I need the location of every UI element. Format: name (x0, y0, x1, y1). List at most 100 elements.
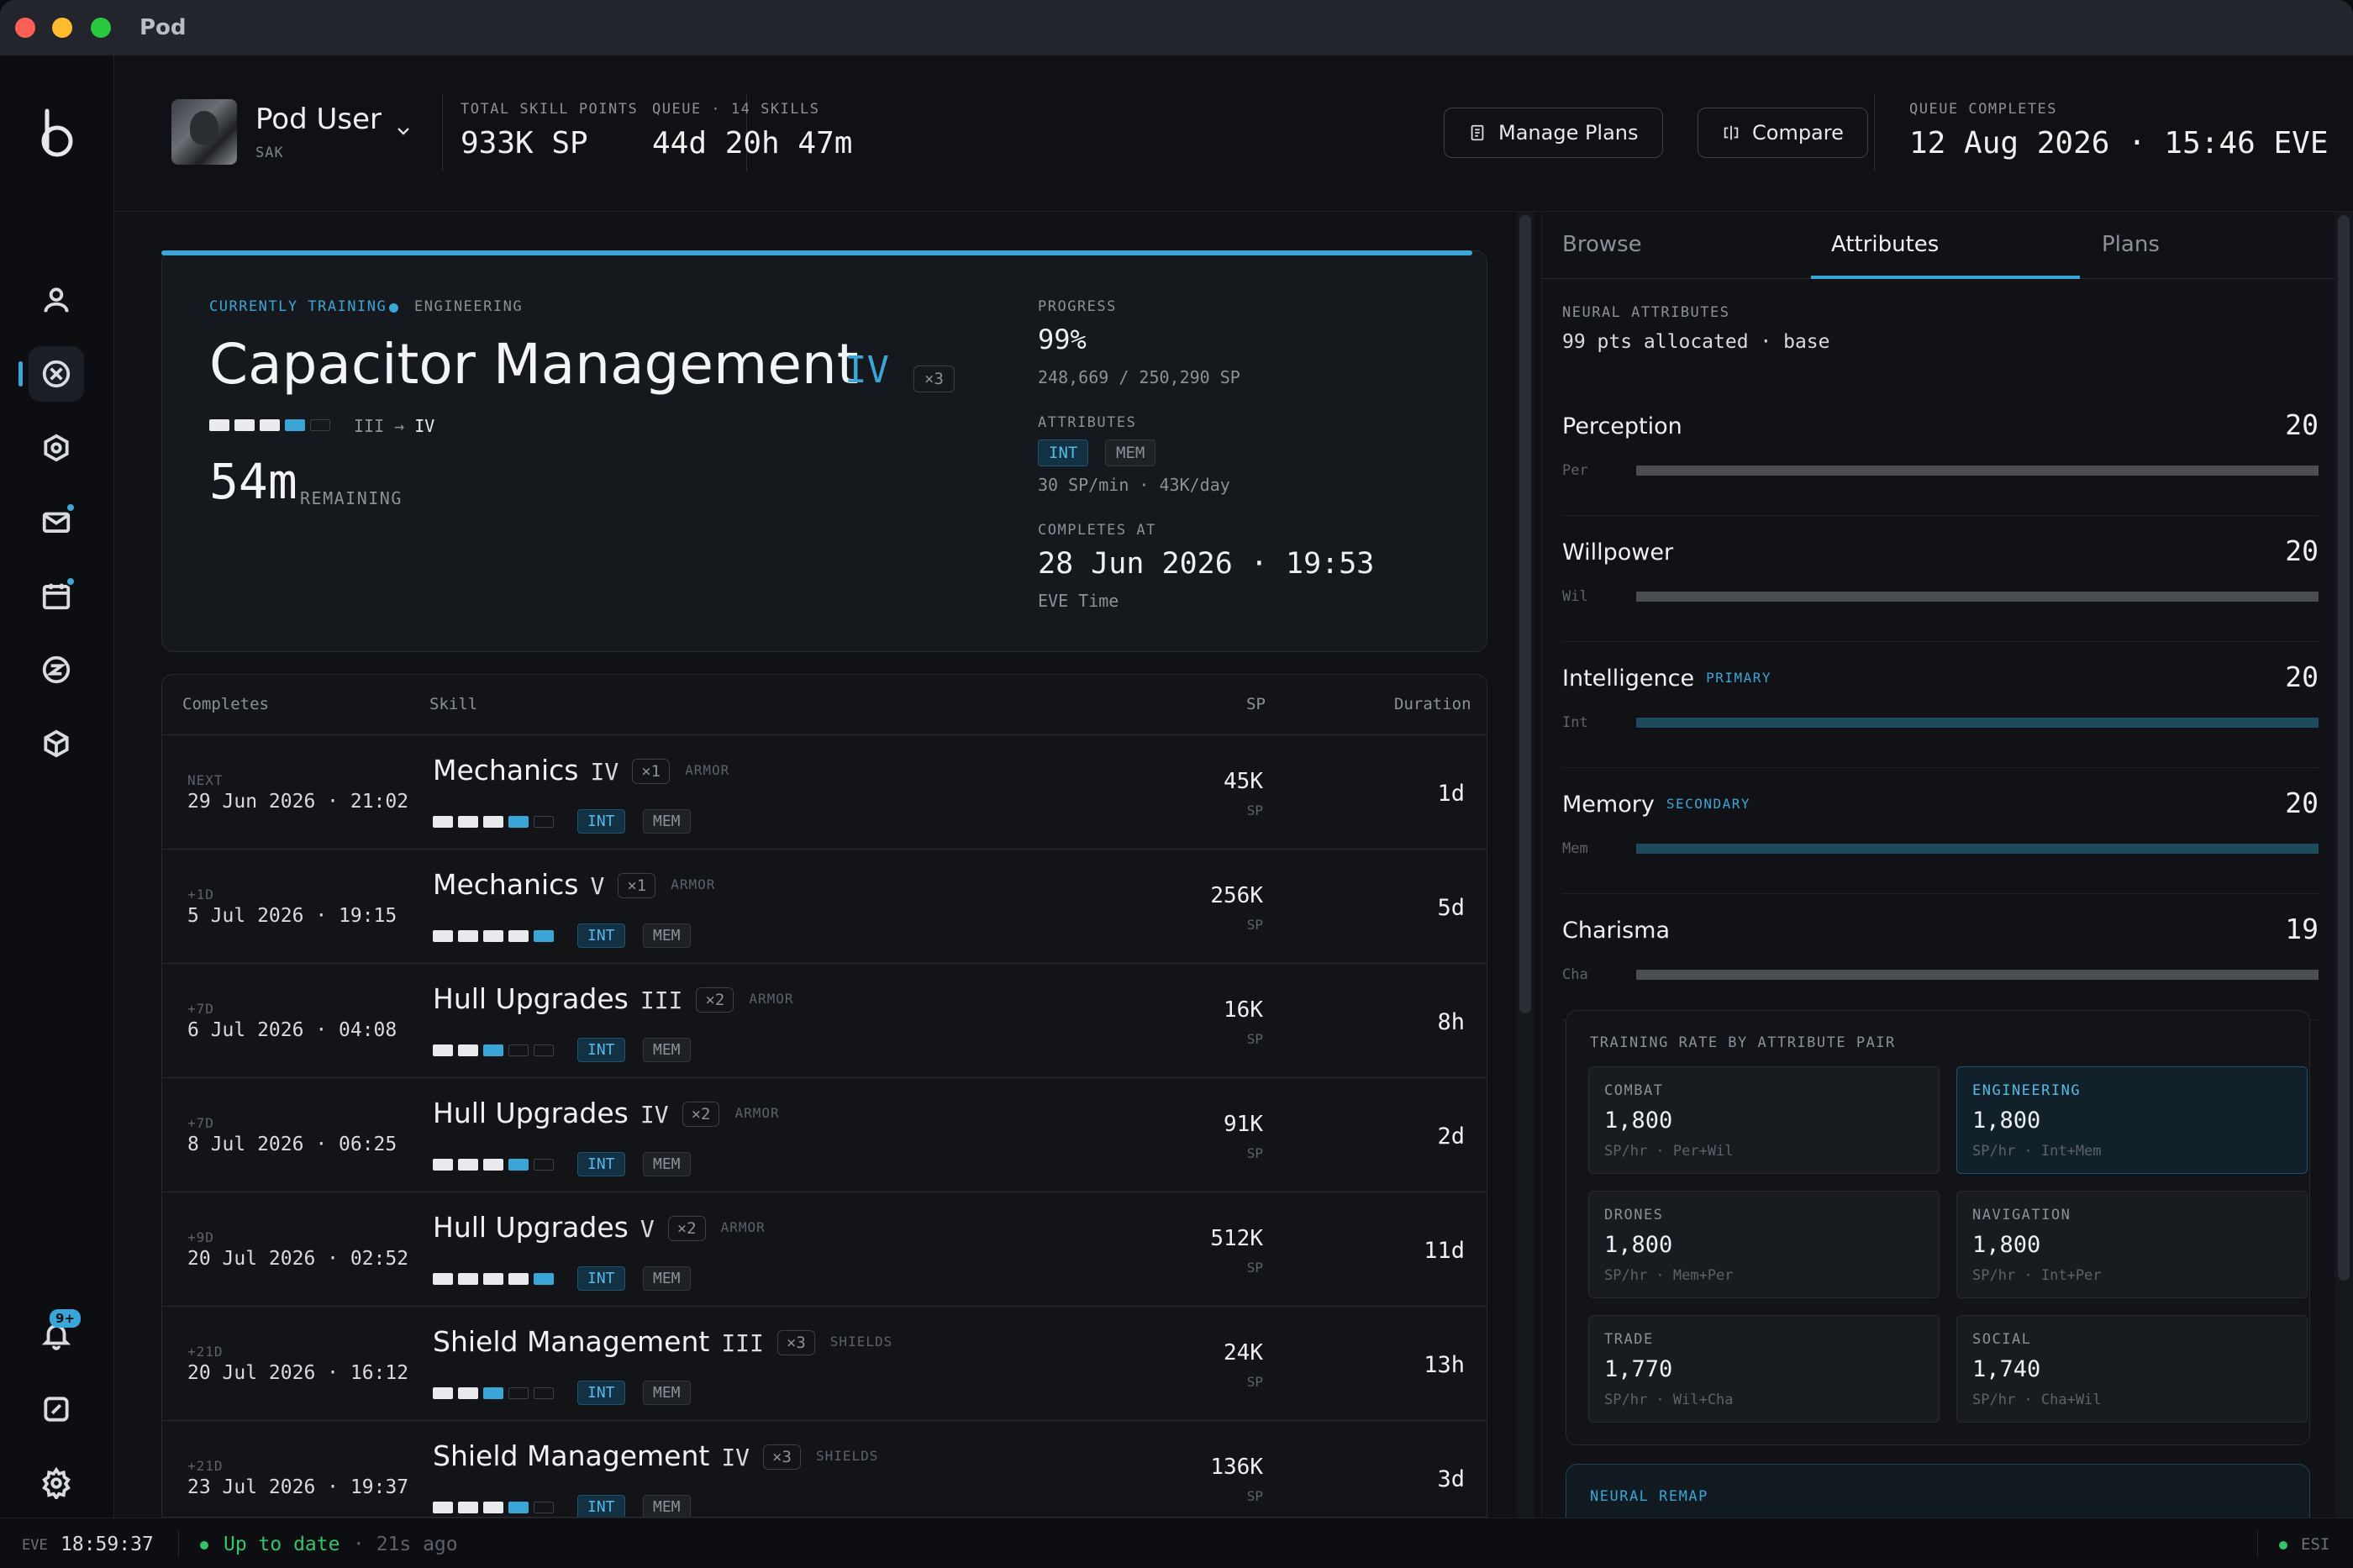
header-skill[interactable]: Skill (429, 695, 478, 713)
queue-row-sp: 512K (1210, 1226, 1263, 1251)
queue-row-date: 6 Jul 2026 · 04:08 (187, 1019, 397, 1041)
nav-character[interactable] (29, 272, 84, 328)
calendar-icon (42, 583, 71, 610)
side-panel: Browse Attributes Plans NEURAL ATTRIBUTE… (1541, 212, 2335, 1565)
notification-badge: 9+ (49, 1309, 81, 1328)
level-pip (483, 816, 503, 828)
main-scrollbar-thumb[interactable] (1519, 215, 1531, 1013)
skill-multiplier: ×1 (618, 873, 656, 898)
training-rate-card: TRAINING RATE BY ATTRIBUTE PAIR COMBAT 1… (1566, 1010, 2310, 1445)
level-pip (534, 1502, 554, 1513)
level-pip (534, 1044, 554, 1056)
rate-cell: NAVIGATION 1,800 SP/hr · Int+Per (1956, 1191, 2308, 1298)
queue-row-relative: +9D (187, 1229, 214, 1245)
level-pip (483, 1387, 503, 1399)
sync-ago: · 21s ago (353, 1534, 458, 1555)
secondary-attribute-tag: MEM (643, 1038, 691, 1062)
nav-wallet[interactable] (29, 642, 84, 697)
queue-row-date: 20 Jul 2026 · 02:52 (187, 1248, 409, 1270)
completes-at-label: COMPLETES AT (1038, 522, 1156, 539)
queue-row[interactable]: +1D 5 Jul 2026 · 19:15 Mechanics V ×1 ARMOR… (162, 850, 1487, 964)
user-name[interactable]: Pod User (255, 103, 382, 136)
header: Pod User SAK TOTAL SKILL POINTS 933K SP … (114, 55, 2353, 212)
panel-scrollbar-thumb[interactable] (2338, 215, 2350, 1281)
queue-row-date: 20 Jul 2026 · 16:12 (187, 1362, 409, 1384)
nav-notifications[interactable]: 9+ (29, 1308, 84, 1363)
level-pip (483, 1044, 503, 1056)
rate-value: 1,800 (1604, 1232, 1673, 1258)
skill-level: IV (590, 758, 619, 786)
tab-attributes[interactable]: Attributes (1831, 232, 1940, 257)
level-pip (534, 816, 554, 828)
queue-row-sp-unit: SP (1246, 917, 1263, 933)
tab-browse[interactable]: Browse (1562, 232, 1642, 257)
level-from: III (354, 416, 385, 436)
queue-row[interactable]: +9D 20 Jul 2026 · 02:52 Hull Upgrades V ×2… (162, 1192, 1487, 1307)
level-pip (508, 816, 529, 828)
queue-row[interactable]: +7D 6 Jul 2026 · 04:08 Hull Upgrades III ×… (162, 964, 1487, 1078)
queue-row-sp-unit: SP (1246, 1145, 1263, 1161)
nav-assets[interactable] (29, 716, 84, 771)
queue-row-duration: 8h (1437, 1009, 1465, 1035)
active-tab-underline (1811, 276, 2080, 279)
rate-value: 1,800 (1604, 1108, 1673, 1134)
skill-group: ARMOR (685, 762, 730, 778)
queue-row[interactable]: +21D 20 Jul 2026 · 16:12 Shield Manageme… (162, 1307, 1487, 1421)
nav-fitting[interactable] (29, 420, 84, 476)
header-completes[interactable]: Completes (182, 695, 269, 713)
sync-status: Up to date (224, 1534, 340, 1555)
secondary-attribute-tag: MEM (643, 923, 691, 948)
nav-mail[interactable] (29, 494, 84, 550)
level-pip (534, 930, 554, 942)
skill-level: V (640, 1215, 655, 1243)
level-pip (458, 1273, 478, 1285)
nav-rail: 9+ (0, 55, 114, 1518)
zoom-window-button[interactable] (91, 18, 111, 38)
nav-calendar[interactable] (29, 568, 84, 624)
queue-row[interactable]: +21D 23 Jul 2026 · 19:37 Shield Manageme… (162, 1421, 1487, 1517)
attribute-bar-fill (1636, 592, 2319, 602)
manage-plans-button[interactable]: Manage Plans (1444, 108, 1663, 158)
neural-attributes-label: NEURAL ATTRIBUTES (1562, 304, 1730, 321)
level-pip (483, 1273, 503, 1285)
training-progress-bar (161, 250, 1472, 255)
header-sp[interactable]: SP (1246, 695, 1266, 713)
level-pip (433, 1273, 453, 1285)
skill-group: SHIELDS (815, 1448, 879, 1464)
queue-row-date: 8 Jul 2026 · 06:25 (187, 1134, 397, 1155)
rate-cell: TRADE 1,770 SP/hr · Wil+Cha (1588, 1315, 1940, 1423)
secondary-attribute-tag: MEM (643, 1495, 691, 1517)
compare-button[interactable]: Compare (1698, 108, 1868, 158)
queue-row-pips (433, 1502, 554, 1513)
chevron-down-icon[interactable] (393, 121, 413, 141)
queue-row[interactable]: NEXT 29 Jun 2026 · 21:02 Mechanics IV ×1 AR… (162, 735, 1487, 850)
queue-row[interactable]: +7D 8 Jul 2026 · 06:25 Hull Upgrades IV ×2… (162, 1078, 1487, 1192)
attribute-name: Intelligence PRIMARY (1562, 666, 1771, 692)
close-window-button[interactable] (15, 18, 35, 38)
level-pip (508, 1273, 529, 1285)
nav-settings[interactable] (29, 1455, 84, 1511)
level-pip (433, 816, 453, 828)
minimize-window-button[interactable] (52, 18, 72, 38)
queue-row-relative: +21D (187, 1458, 224, 1474)
skill-name: Mechanics (433, 868, 579, 901)
queue-header: Completes Skill SP Duration (162, 675, 1487, 735)
queue-row-sp-unit: SP (1246, 1374, 1263, 1390)
level-pip (458, 1159, 478, 1171)
nav-speed[interactable] (29, 1381, 84, 1437)
tab-plans[interactable]: Plans (2102, 232, 2160, 257)
manage-plans-label: Manage Plans (1498, 121, 1639, 145)
avatar[interactable] (171, 99, 237, 165)
compare-icon (1724, 125, 1739, 140)
status-divider (2257, 1530, 2258, 1557)
skill-group: SHIELDS (829, 1334, 893, 1350)
progress-label: PROGRESS (1038, 298, 1117, 315)
skill-multiplier: ×3 (763, 1444, 801, 1470)
nav-skills[interactable] (18, 346, 84, 402)
queue-completes-label: QUEUE COMPLETES (1909, 101, 2058, 118)
level-arrow: → (394, 416, 405, 436)
header-duration[interactable]: Duration (1394, 695, 1471, 713)
attribute-value: 20 (2285, 408, 2319, 441)
level-pip (458, 816, 478, 828)
